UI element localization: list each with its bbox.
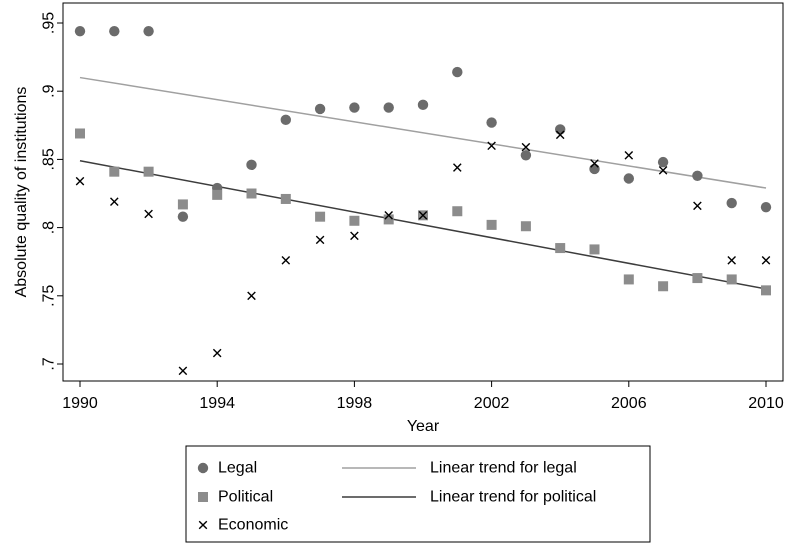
point-legal <box>452 66 463 78</box>
legend-marker-economic <box>198 520 208 530</box>
point-economic <box>761 256 771 265</box>
point-economic <box>281 256 291 265</box>
point-political <box>555 243 566 254</box>
point-political <box>589 244 600 255</box>
legend-label-legal: Legal <box>218 460 257 477</box>
x-tick-label: 1994 <box>199 395 235 412</box>
point-legal <box>314 103 326 115</box>
point-legal <box>760 201 772 213</box>
point-economic <box>624 151 634 160</box>
point-political <box>520 221 531 232</box>
point-political <box>761 285 771 296</box>
point-economic <box>555 130 565 140</box>
point-political <box>692 273 703 284</box>
x-axis-label: Year <box>407 418 440 435</box>
x-tick-label: 1998 <box>337 395 373 412</box>
y-tick-label: .8 <box>41 221 58 234</box>
x-tick-label: 2010 <box>748 395 784 412</box>
legend-label-trend-political: Linear trend for political <box>430 489 596 506</box>
point-legal <box>520 150 532 161</box>
point-political <box>658 281 669 292</box>
point-economic <box>658 166 668 175</box>
point-political <box>349 215 360 226</box>
point-economic <box>315 235 325 245</box>
x-tick-label: 2006 <box>611 395 647 412</box>
point-legal <box>143 25 154 37</box>
point-economic <box>178 366 188 376</box>
y-tick-label: .85 <box>41 148 58 170</box>
point-political <box>726 274 737 285</box>
x-tick-label: 1990 <box>62 395 98 412</box>
point-economic <box>727 256 736 265</box>
y-tick-label: .7 <box>41 357 58 370</box>
point-legal <box>589 163 600 175</box>
y-axis-label: Absolute quality of institutions <box>13 87 30 298</box>
y-tick-label: .75 <box>41 285 58 307</box>
point-legal <box>109 25 120 37</box>
point-legal <box>555 124 566 135</box>
trend-line-political <box>79 160 767 290</box>
point-political <box>109 166 120 177</box>
point-political <box>315 211 326 222</box>
point-legal <box>417 99 429 111</box>
point-political <box>212 189 223 200</box>
point-economic <box>212 348 222 358</box>
legend-marker-legal <box>197 462 209 474</box>
point-legal <box>486 117 497 128</box>
x-axis: 1990 1994 1998 2002 2006 2010 <box>62 381 784 412</box>
point-political <box>623 274 634 285</box>
point-political <box>75 128 85 139</box>
y-tick-label: .9 <box>41 84 58 97</box>
point-economic <box>350 231 359 241</box>
point-legal <box>177 211 189 222</box>
point-legal <box>692 170 703 181</box>
data-points <box>74 25 772 376</box>
point-economic <box>487 141 496 151</box>
point-economic <box>144 209 153 219</box>
trend-lines <box>79 76 767 290</box>
point-political <box>177 199 188 210</box>
point-economic <box>75 176 85 186</box>
point-economic <box>247 291 256 301</box>
legend-label-political: Political <box>218 489 273 506</box>
point-economic <box>693 201 702 211</box>
point-economic <box>453 163 462 172</box>
trend-line-legal <box>79 76 767 189</box>
point-legal <box>383 102 394 113</box>
point-political <box>486 219 497 230</box>
point-political <box>143 166 154 177</box>
point-political <box>280 193 291 204</box>
legend-marker-political <box>198 492 208 502</box>
point-legal <box>74 25 86 37</box>
point-political <box>246 188 257 199</box>
point-political <box>452 206 463 217</box>
y-axis: .7 .75 .8 .85 .9 .95 <box>41 12 63 371</box>
legend-box <box>185 445 651 543</box>
point-economic <box>418 211 428 220</box>
point-legal <box>657 156 669 168</box>
x-tick-label: 2002 <box>474 395 510 412</box>
point-legal <box>246 159 257 171</box>
point-legal <box>280 114 291 126</box>
point-political <box>383 214 394 225</box>
point-economic <box>110 197 119 206</box>
y-tick-label: .95 <box>41 12 58 34</box>
legend-label-economic: Economic <box>218 517 288 534</box>
legend-label-trend-legal: Linear trend for legal <box>430 460 577 477</box>
point-economic <box>521 142 531 152</box>
point-legal <box>623 173 634 184</box>
point-legal <box>726 197 737 209</box>
legend: Legal Political Economic Linear trend for l… <box>185 445 651 543</box>
point-economic <box>384 211 393 220</box>
plot-area <box>62 2 784 382</box>
point-legal <box>349 102 360 113</box>
point-economic <box>590 159 599 168</box>
